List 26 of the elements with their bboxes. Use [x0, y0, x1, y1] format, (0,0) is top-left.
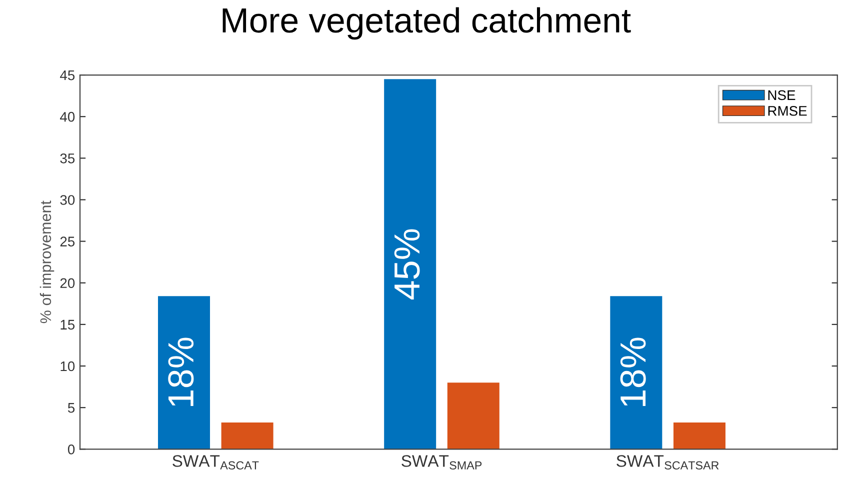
bar [447, 382, 500, 450]
legend-label: RMSE [768, 106, 807, 116]
data-label: 18% [620, 338, 646, 406]
legend-label: NSE [768, 90, 796, 100]
bar [610, 296, 662, 450]
y-tick-label: 10 [60, 361, 75, 372]
y-tick-label: 0 [68, 444, 75, 454]
y-tick-label: 5 [68, 403, 75, 413]
y-tick-label: 25 [60, 236, 75, 246]
y-axis-title: % of improvement [40, 200, 54, 324]
y-tick-label: 40 [60, 112, 75, 122]
bar [221, 422, 274, 450]
x-tick-label: SWAT$_{SCATSAR}$ [616, 455, 719, 470]
x-tick-label: SWAT$_{ASCAT}$ [172, 455, 259, 470]
bar [384, 79, 436, 450]
x-tick-label: SWAT$_{SMAP}$ [402, 455, 482, 470]
bar [158, 296, 210, 450]
data-label: 18% [168, 338, 194, 406]
y-tick-label: 30 [60, 195, 75, 205]
bar [673, 422, 726, 450]
y-tick-label: 45 [60, 70, 75, 80]
y-tick-label: 35 [60, 153, 75, 164]
y-tick-label: 20 [60, 278, 75, 288]
y-tick-label: 15 [60, 320, 75, 330]
data-label: 45% [394, 229, 420, 300]
chart-title: More vegetated catchment [222, 7, 631, 40]
